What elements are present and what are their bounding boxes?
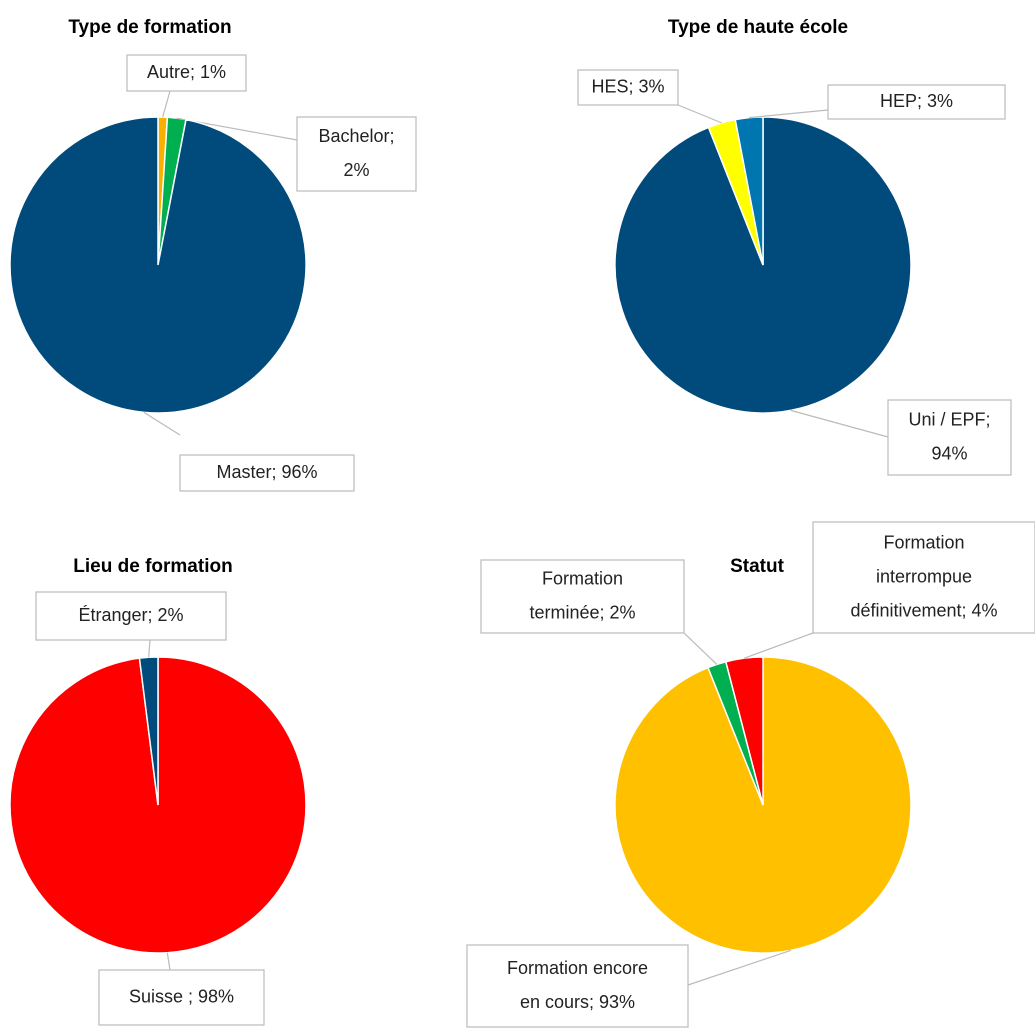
- label-box: [577, 69, 679, 106]
- label-box: [35, 591, 227, 641]
- chart-title: Type de haute école: [668, 17, 848, 38]
- data-label: Uni / EPF;: [908, 409, 990, 429]
- data-label: Formation: [883, 532, 964, 552]
- label-box: [179, 454, 355, 492]
- data-label: Master; 96%: [216, 462, 317, 482]
- leader-line: [683, 632, 718, 665]
- chart-title: Type de formation: [68, 17, 231, 38]
- data-label: Formation: [542, 568, 623, 588]
- data-label: Suisse ; 98%: [129, 986, 234, 1006]
- data-label: 2%: [343, 160, 369, 180]
- chart-title: Lieu de formation: [73, 556, 232, 577]
- pie-slice: [9, 116, 307, 414]
- chart-title: Statut: [730, 556, 785, 577]
- label-box: [827, 84, 1006, 120]
- leader-line: [677, 104, 722, 124]
- data-label: 94%: [931, 443, 967, 463]
- leader-line: [790, 409, 889, 438]
- leader-line: [687, 949, 792, 986]
- label-box: [126, 54, 247, 92]
- data-label: Bachelor;: [318, 126, 394, 146]
- leader-line: [162, 90, 171, 118]
- leader-line: [166, 952, 171, 971]
- pie-chart: Type de haute école Uni / EPF; 94% HES; 3% H…: [577, 17, 1012, 476]
- label-box: [887, 399, 1012, 476]
- pie-chart: Lieu de formation Suisse ; 98% Étranger; 2…: [9, 556, 307, 1026]
- leader-line: [744, 632, 814, 659]
- data-label: Formation encore: [507, 958, 648, 978]
- data-label: terminée; 2%: [529, 602, 635, 622]
- leader-line: [143, 411, 181, 436]
- data-label: définitivement; 4%: [850, 600, 997, 620]
- leader-line: [148, 639, 151, 658]
- label-box: [296, 116, 417, 192]
- leader-line: [749, 109, 829, 119]
- data-label: en cours; 93%: [520, 992, 635, 1012]
- pie-chart: Statut Formation encore en cours; 93% Forma…: [466, 521, 1035, 1028]
- data-label: HEP; 3%: [880, 91, 953, 111]
- data-label: interrompue: [876, 566, 972, 586]
- label-box: [98, 969, 265, 1026]
- pie-slice: [724, 656, 764, 806]
- label-box: [466, 944, 689, 1028]
- data-label: Autre; 1%: [147, 62, 226, 82]
- label-box: [480, 559, 685, 634]
- pie-chart: Type de formation Autre; 1% Bachelor; 2% Mas…: [9, 17, 417, 492]
- label-box: [812, 521, 1035, 634]
- data-label: Étranger; 2%: [78, 605, 183, 625]
- data-label: HES; 3%: [591, 76, 664, 96]
